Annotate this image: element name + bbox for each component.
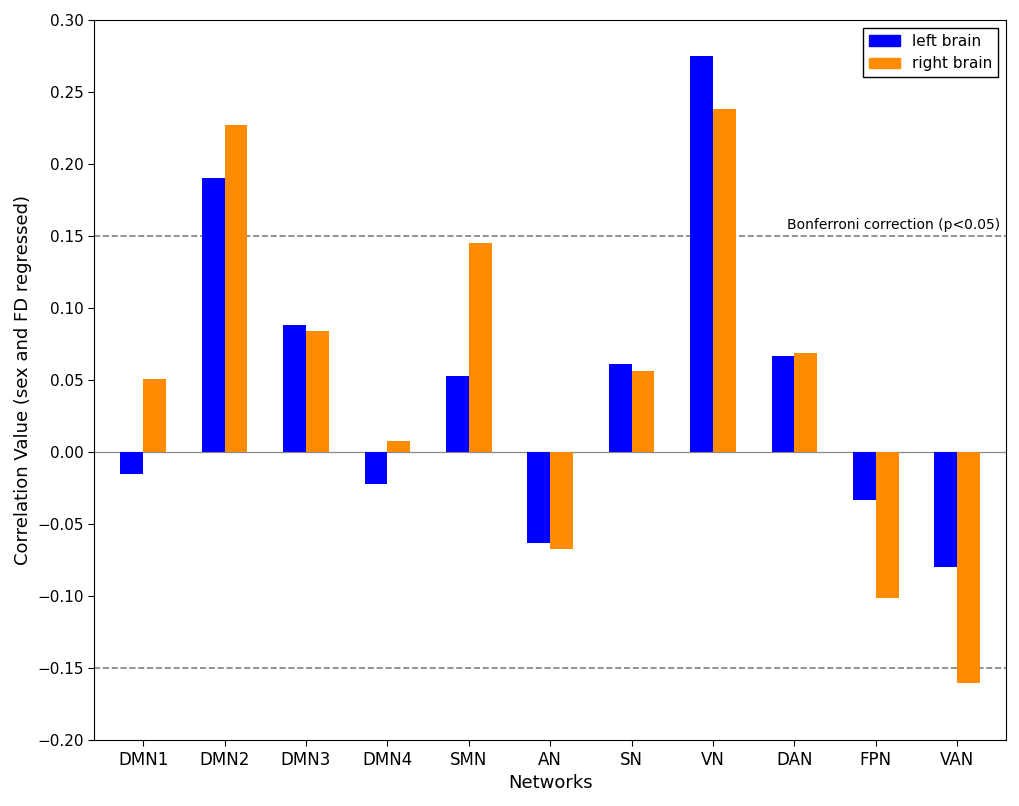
Text: Bonferroni correction (p<0.05): Bonferroni correction (p<0.05) bbox=[787, 218, 1000, 232]
Bar bbox=[143, 379, 166, 452]
Bar bbox=[933, 452, 956, 567]
Bar bbox=[956, 452, 979, 683]
Bar bbox=[469, 243, 491, 452]
Bar bbox=[306, 331, 328, 452]
Bar bbox=[549, 452, 573, 549]
Legend: left brain, right brain: left brain, right brain bbox=[862, 27, 998, 77]
Bar bbox=[875, 452, 898, 597]
Bar bbox=[852, 452, 875, 500]
X-axis label: Networks: Networks bbox=[507, 774, 592, 792]
Bar bbox=[712, 109, 735, 452]
Bar bbox=[120, 452, 143, 474]
Bar bbox=[794, 353, 816, 452]
Bar bbox=[202, 178, 224, 452]
Y-axis label: Correlation Value (sex and FD regressed): Correlation Value (sex and FD regressed) bbox=[14, 195, 32, 565]
Bar bbox=[608, 364, 631, 452]
Bar bbox=[445, 376, 469, 452]
Bar bbox=[224, 125, 248, 452]
Bar bbox=[631, 372, 654, 452]
Bar bbox=[387, 441, 410, 452]
Bar bbox=[690, 56, 712, 452]
Bar bbox=[283, 326, 306, 452]
Bar bbox=[527, 452, 549, 542]
Bar bbox=[771, 355, 794, 452]
Bar bbox=[364, 452, 387, 484]
